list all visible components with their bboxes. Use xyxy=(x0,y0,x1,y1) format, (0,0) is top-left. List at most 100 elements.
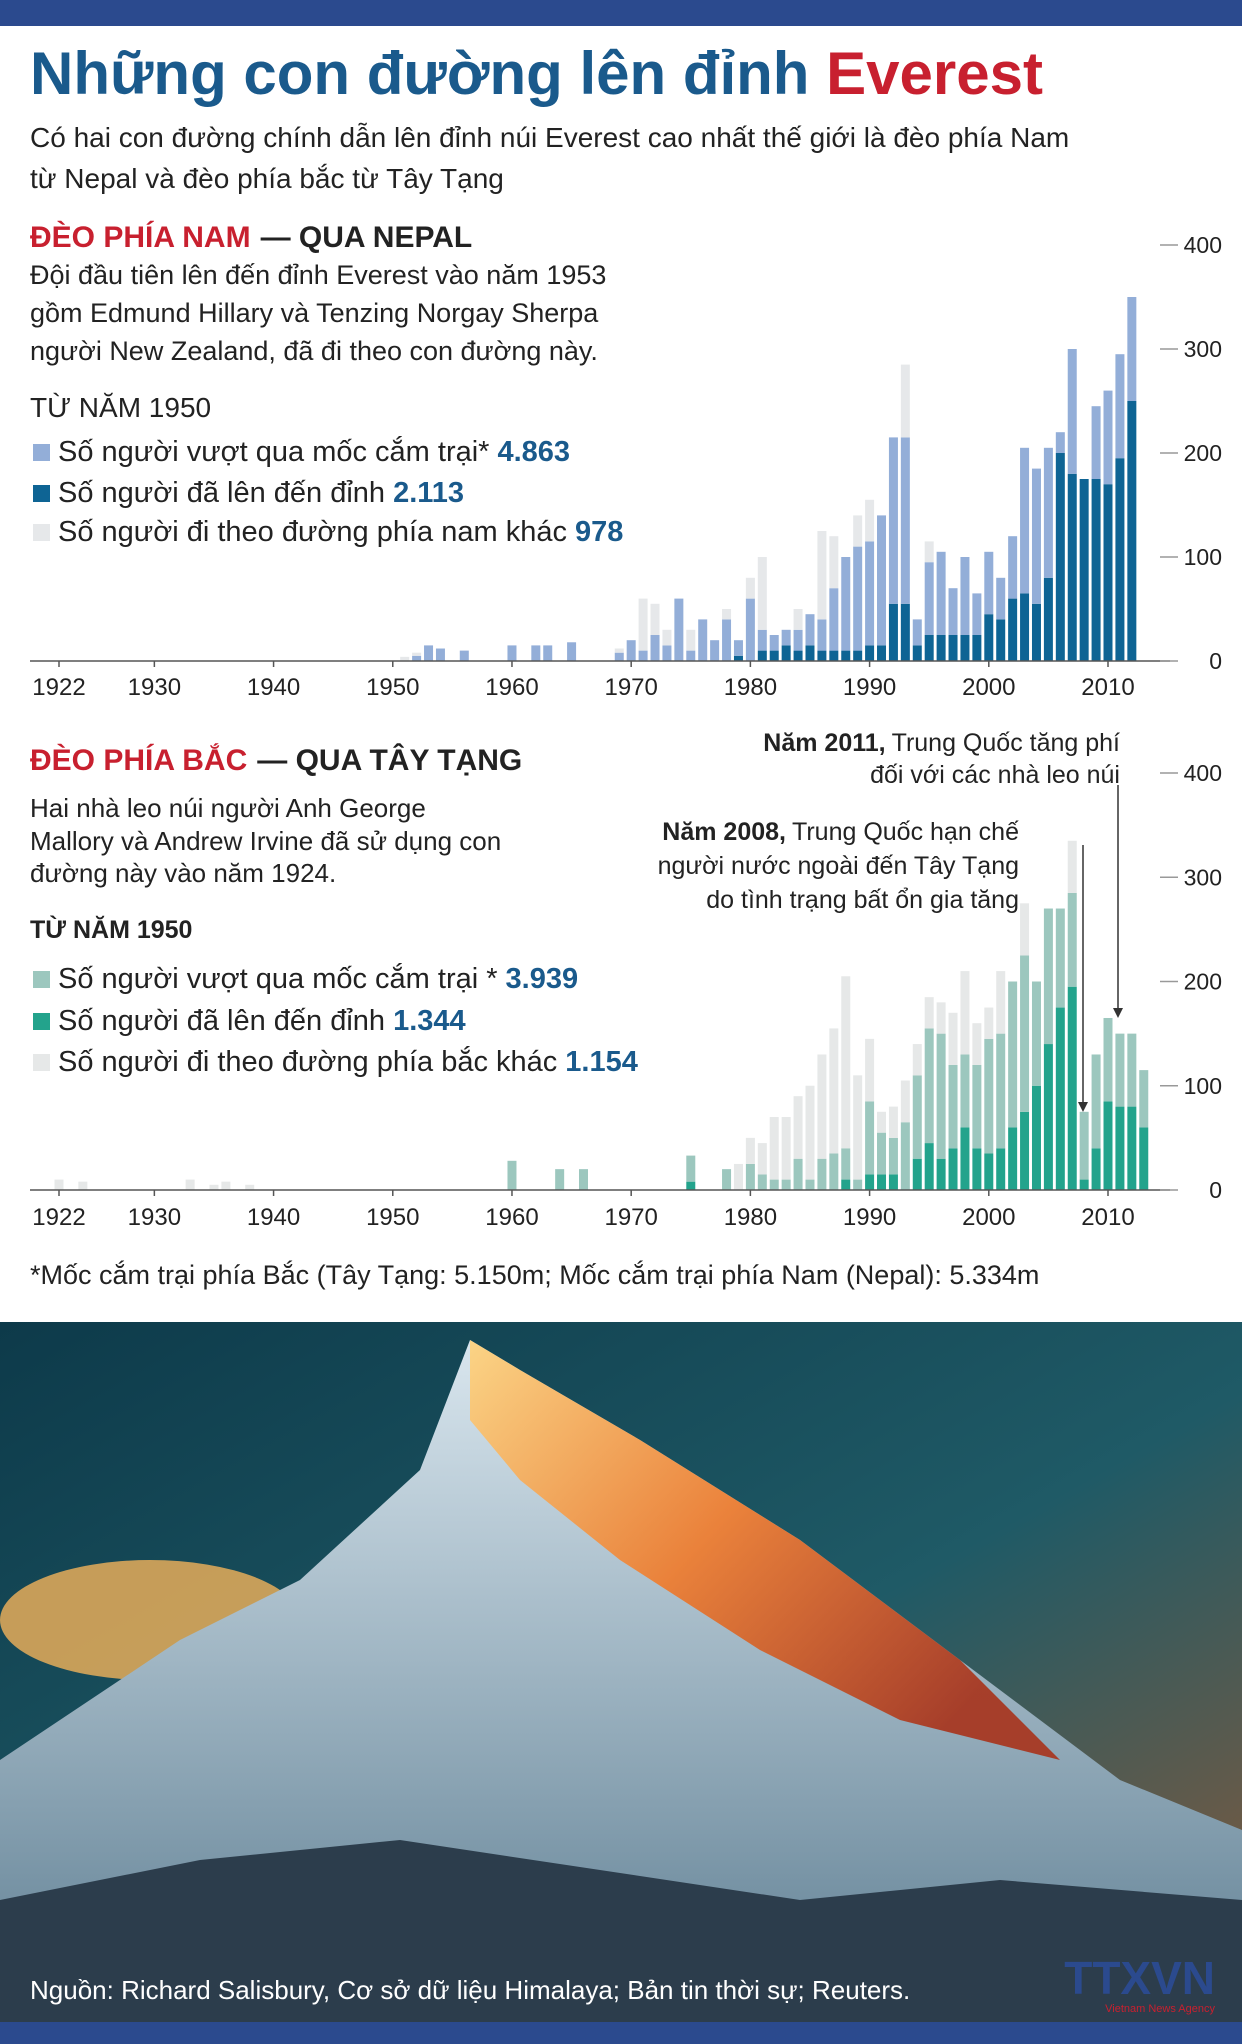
bar-segment xyxy=(424,645,434,661)
bar-segment xyxy=(1067,473,1077,661)
annotation: đối với các nhà leo núi xyxy=(870,761,1120,789)
bar-segment xyxy=(650,635,660,661)
bar-segment xyxy=(1115,1106,1125,1190)
y-tick-label: 200 xyxy=(1184,440,1222,466)
bar-segment xyxy=(543,645,553,661)
bar-segment xyxy=(912,619,922,646)
legend-name: Số người vượt qua mốc cắm trại* xyxy=(58,435,489,468)
bar-segment xyxy=(853,650,863,661)
bar-segment xyxy=(865,1101,875,1175)
legend-swatch xyxy=(33,444,50,461)
bar-segment xyxy=(1067,349,1077,474)
bar-segment xyxy=(722,609,732,620)
bar-segment xyxy=(555,1169,565,1190)
bar-segment xyxy=(1103,390,1113,485)
bar-segment xyxy=(757,1174,767,1190)
bar-segment xyxy=(793,1096,803,1159)
bar-segment xyxy=(733,655,743,661)
legend-swatch xyxy=(33,485,50,502)
bar-segment xyxy=(865,645,875,661)
bar-segment xyxy=(769,1179,779,1190)
bar-segment xyxy=(435,648,445,661)
section-description: Mallory và Andrew Irvine đã sử dụng con xyxy=(30,826,501,856)
annotation-lead: Năm 2011, xyxy=(763,729,885,757)
annotation-text: Trung Quốc tăng phí xyxy=(892,729,1120,757)
bar-segment xyxy=(745,1163,755,1190)
bar-segment xyxy=(936,1158,946,1190)
bar-segment xyxy=(877,1174,887,1190)
bar-segment xyxy=(1008,536,1018,599)
bar-segment xyxy=(412,652,422,656)
bar-segment xyxy=(686,1181,696,1190)
bar-segment xyxy=(877,645,887,661)
y-tick-label: 400 xyxy=(1184,760,1222,786)
bar-segment xyxy=(924,1143,934,1190)
bar-segment xyxy=(1031,603,1041,661)
bar-segment xyxy=(781,645,791,661)
bar-segment xyxy=(972,635,982,661)
x-tick-label: 1950 xyxy=(366,674,419,701)
since-label: TỪ NĂM 1950 xyxy=(30,392,211,423)
legend-total: 1.154 xyxy=(565,1046,638,1078)
subtitle: từ Nepal và đèo phía bắc từ Tây Tạng xyxy=(30,163,504,194)
legend-total: 4.863 xyxy=(497,436,570,468)
bar-segment xyxy=(781,629,791,646)
bar-segment xyxy=(817,1158,827,1190)
section-description: gồm Edmund Hillary và Tenzing Norgay She… xyxy=(30,298,599,328)
bar-segment xyxy=(1020,955,1030,1112)
bar-segment xyxy=(972,593,982,635)
bar-segment xyxy=(817,531,827,620)
bar-segment xyxy=(1127,401,1137,661)
heading-highlight: ĐÈO PHÍA BẮC xyxy=(30,743,247,777)
bar-segment xyxy=(877,515,887,646)
bar-segment xyxy=(865,541,875,646)
bar-segment xyxy=(829,650,839,661)
bar-segment xyxy=(769,650,779,661)
annotation: do tình trạng bất ổn gia tăng xyxy=(706,886,1019,914)
x-tick-label: 1930 xyxy=(128,1204,181,1231)
bar-segment xyxy=(1091,1054,1101,1149)
x-tick-label: 1980 xyxy=(724,674,777,701)
bar-segment xyxy=(686,650,696,661)
legend-name: Số người đi theo đường phía bắc khác xyxy=(58,1045,557,1078)
bar-segment xyxy=(459,650,469,661)
legend-swatch xyxy=(33,1054,50,1071)
bar-segment xyxy=(841,650,851,661)
bar-segment xyxy=(722,619,732,661)
bar-segment xyxy=(841,976,851,1149)
bar-segment xyxy=(221,1181,231,1190)
bar-segment xyxy=(1055,453,1065,661)
annotation: người nước ngoài đến Tây Tạng xyxy=(658,852,1019,880)
logo: TTXVN xyxy=(1064,1952,1215,2004)
logo-subtitle: Vietnam News Agency xyxy=(1105,2003,1215,2015)
bar-segment xyxy=(853,515,863,547)
bar-segment xyxy=(960,971,970,1055)
bar-segment xyxy=(1079,1179,1089,1190)
bar-segment xyxy=(507,645,517,661)
bar-segment xyxy=(733,640,743,656)
bar-segment xyxy=(888,1174,898,1190)
x-tick-label: 1922 xyxy=(32,674,85,701)
bar-segment xyxy=(924,635,934,661)
x-tick-label: 1960 xyxy=(485,1204,538,1231)
bar-segment xyxy=(1091,479,1101,661)
bar-segment xyxy=(912,645,922,661)
bar-segment xyxy=(614,648,624,653)
bar-segment xyxy=(745,598,755,661)
bar-segment xyxy=(1103,484,1113,661)
bar-segment xyxy=(1043,908,1053,1045)
bar-segment xyxy=(1031,981,1041,1086)
annotation: Năm 2011, Trung Quốc tăng phí xyxy=(763,729,1120,757)
bar-segment xyxy=(960,557,970,635)
bar-segment xyxy=(1043,577,1053,661)
section-heading: ĐÈO PHÍA NAM — QUA NEPAL xyxy=(30,220,472,254)
bar-segment xyxy=(900,1122,910,1190)
bar-segment xyxy=(400,656,410,661)
bar-segment xyxy=(996,577,1006,620)
bar-segment xyxy=(638,650,648,661)
bar-segment xyxy=(686,1155,696,1182)
bar-segment xyxy=(650,603,660,635)
bar-segment xyxy=(769,635,779,651)
bar-segment xyxy=(579,1169,588,1190)
bar-segment xyxy=(996,1033,1006,1149)
